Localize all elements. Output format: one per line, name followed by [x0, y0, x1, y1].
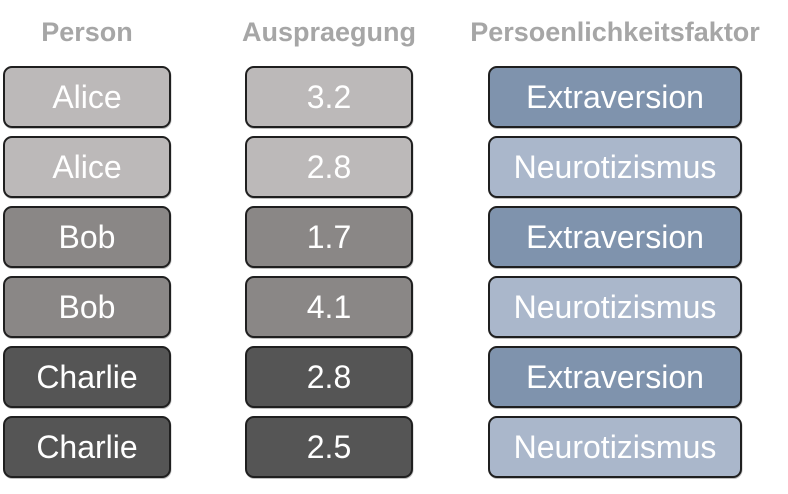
factor-cell: Extraversion — [488, 66, 742, 128]
value-cell: 2.8 — [245, 346, 413, 408]
person-cell: Bob — [3, 276, 171, 338]
value-cell: 2.5 — [245, 416, 413, 478]
person-cell: Charlie — [3, 346, 171, 408]
person-cell: Alice — [3, 136, 171, 198]
person-cell: Charlie — [3, 416, 171, 478]
factor-cell: Neurotizismus — [488, 416, 742, 478]
factor-cell: Neurotizismus — [488, 136, 742, 198]
header-factor: Persoenlichkeitsfaktor — [470, 17, 760, 47]
value-cell: 4.1 — [245, 276, 413, 338]
person-cell: Alice — [3, 66, 171, 128]
value-cell: 2.8 — [245, 136, 413, 198]
factor-cell: Extraversion — [488, 206, 742, 268]
person-cell: Bob — [3, 206, 171, 268]
factor-cell: Extraversion — [488, 346, 742, 408]
value-cell: 3.2 — [245, 66, 413, 128]
factor-cell: Neurotizismus — [488, 276, 742, 338]
header-value: Auspraegung — [241, 17, 416, 47]
value-cell: 1.7 — [245, 206, 413, 268]
header-person: Person — [41, 17, 133, 47]
